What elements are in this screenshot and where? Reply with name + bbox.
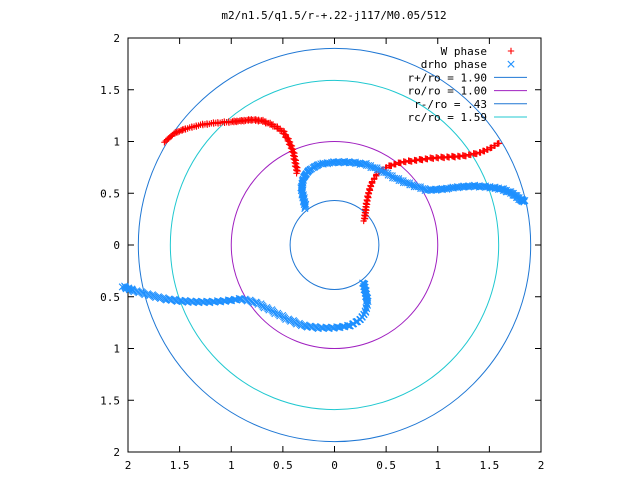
drho-phase-point (121, 282, 129, 290)
radius-circle (137, 47, 532, 443)
x-tick-label: 2 (125, 459, 132, 472)
radius-circle (230, 141, 439, 349)
plot-points (118, 116, 529, 333)
legend-marker-x (507, 60, 515, 68)
drho-phase-point (334, 159, 342, 167)
drho-phase-point (299, 178, 307, 186)
x-tick-label: 1 (434, 459, 441, 472)
legend-label: ro/ro = 1.00 (408, 85, 487, 98)
axis-ticks: 2 1.5 1 0.5 0 0.5 1 1.5 221.510.500.511.52 (100, 32, 544, 472)
y-tick-label: 1 (113, 136, 120, 149)
y-tick-label: 2 (113, 446, 120, 459)
legend-label: r+/ro = 1.90 (408, 71, 487, 84)
chart-title: m2/n1.5/q1.5/r-+.22-j117/M0.05/512 (221, 9, 446, 22)
radius-circle (289, 199, 380, 291)
y-tick-label: 1.5 (100, 84, 120, 97)
w-phase-point (432, 154, 440, 161)
w-phase-point (459, 152, 466, 159)
drho-phase-point (454, 184, 462, 192)
y-tick-label: 0 (113, 239, 120, 252)
w-phase-point (233, 118, 240, 126)
drho-phase-point (323, 160, 332, 168)
w-phase-point (416, 155, 423, 163)
w-phase-point (411, 156, 418, 164)
drho-phase-point (520, 198, 528, 206)
y-tick-label: 0.5 (100, 187, 120, 200)
legend-marker-plus (507, 47, 515, 55)
drho-phase-point (443, 185, 451, 193)
w-phase-point (476, 149, 483, 156)
legend-label: drho phase (421, 58, 487, 71)
w-phase-point (470, 150, 477, 157)
drho-phase-point (118, 283, 126, 291)
w-phase-point (422, 155, 429, 162)
w-phase-point (360, 217, 367, 225)
legend-label: rc/ro = 1.59 (408, 111, 487, 124)
plot-curves (137, 47, 532, 443)
legend-label: W phase (441, 45, 487, 58)
w-phase-point (427, 154, 434, 161)
y-tick-label: 0.5 (100, 291, 120, 304)
y-tick-label: 1 (113, 343, 120, 356)
w-phase-point (454, 152, 462, 160)
x-tick-label: 2 (538, 459, 545, 472)
y-tick-label: 2 (113, 32, 120, 45)
w-phase-point (465, 151, 472, 158)
w-phase-point (400, 158, 407, 165)
drho-phase-point (432, 186, 440, 194)
x-tick-label: 1.5 (479, 459, 499, 472)
w-phase-point (448, 152, 456, 160)
x-tick-label: 1 (228, 459, 235, 472)
x-tick-label: 0.5 (273, 459, 293, 472)
x-tick-label: 0.5 (376, 459, 396, 472)
w-phase-point (240, 118, 248, 125)
w-phase-point (405, 157, 412, 164)
legend-label: r-/ro = .43 (414, 98, 487, 111)
radius-circle (169, 79, 500, 411)
x-tick-label: 1.5 (170, 459, 190, 472)
y-tick-label: 1.5 (100, 394, 120, 407)
x-tick-label: 0 (331, 459, 338, 472)
w-phase-point (443, 153, 451, 160)
w-phase-point (293, 170, 300, 177)
w-phase-point (437, 153, 445, 160)
drho-phase-point (464, 183, 473, 191)
